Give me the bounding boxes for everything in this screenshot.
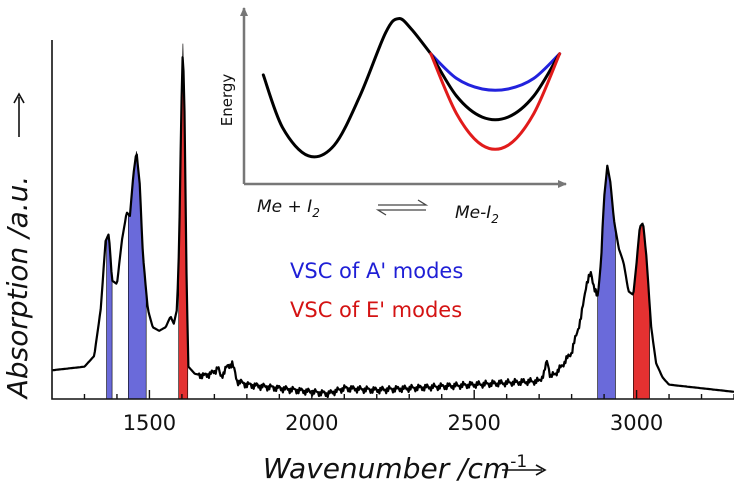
inset-curve-reaction-path: [261, 17, 433, 159]
inset-curve-red: [429, 52, 562, 151]
x-axis-arrowhead: [535, 464, 547, 476]
main-axes: [51, 40, 734, 400]
x-tick-label-1500: 1500: [123, 411, 176, 435]
legend-entry-e-modes: VSC of E' modes: [290, 298, 462, 322]
x-axis-label: Wavenumber /cm-1: [263, 452, 527, 485]
legend-entry-a-modes: VSC of A' modes: [290, 259, 463, 283]
inset-curve-black: [429, 52, 562, 122]
x-tick-label-2500: 2500: [447, 411, 500, 435]
shaded-band-5: [632, 222, 650, 400]
series-line-spectrum: [51, 56, 734, 399]
y-axis-arrowhead: [13, 92, 25, 104]
main-plot: 1500 2000 2500 3000 Wavenumber /cm-1 Absorp…: [1, 40, 734, 485]
inset-y-label: Energy: [218, 74, 236, 127]
x-tick-label-3000: 3000: [610, 411, 663, 435]
shaded-band-2: [127, 151, 147, 400]
x-tick-label-2000: 2000: [285, 411, 338, 435]
inset-label-reactants: Me + I2: [257, 197, 320, 220]
inset-energy-diagram: Energy Me + I2 Me-I2: [218, 7, 567, 226]
legend: VSC of A' modes VSC of E' modes: [290, 259, 463, 322]
inset-curves: [261, 17, 562, 159]
y-axis-label: Absorption /a.u.: [1, 176, 34, 401]
x-ticks: 1500 2000 2500 3000: [83, 390, 734, 435]
equilibrium-arrows-icon: [375, 199, 429, 216]
inset-label-product: Me-I2: [455, 203, 499, 226]
inset-curve-blue: [429, 52, 562, 92]
